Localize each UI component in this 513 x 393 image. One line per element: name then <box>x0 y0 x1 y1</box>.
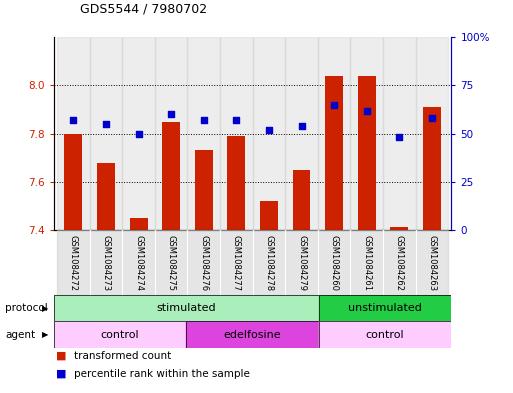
Text: GSM1084273: GSM1084273 <box>102 235 110 291</box>
Bar <box>227 136 245 230</box>
Text: GSM1084262: GSM1084262 <box>395 235 404 291</box>
Bar <box>57 37 90 230</box>
Bar <box>97 163 115 230</box>
Bar <box>252 230 285 295</box>
Bar <box>90 230 122 295</box>
Text: GSM1084261: GSM1084261 <box>362 235 371 291</box>
Bar <box>122 230 155 295</box>
Bar <box>319 295 451 321</box>
Bar <box>319 321 451 348</box>
Bar <box>350 230 383 295</box>
Point <box>167 111 175 118</box>
Bar <box>57 230 90 295</box>
Point <box>428 115 436 121</box>
Bar <box>130 218 148 230</box>
Bar <box>383 230 416 295</box>
Point <box>102 121 110 127</box>
Point <box>232 117 241 123</box>
Bar <box>155 37 187 230</box>
Point <box>395 134 403 141</box>
Text: control: control <box>366 330 404 340</box>
Text: unstimulated: unstimulated <box>348 303 422 313</box>
Bar <box>187 230 220 295</box>
Bar <box>325 76 343 230</box>
Bar <box>122 37 155 230</box>
Point <box>265 127 273 133</box>
Bar <box>319 295 451 321</box>
Bar <box>383 37 416 230</box>
Text: agent: agent <box>5 330 35 340</box>
Bar <box>54 295 319 321</box>
Text: GSM1084260: GSM1084260 <box>330 235 339 291</box>
Text: GDS5544 / 7980702: GDS5544 / 7980702 <box>80 3 207 16</box>
Text: stimulated: stimulated <box>156 303 216 313</box>
Bar <box>90 37 122 230</box>
Bar <box>318 37 350 230</box>
Bar <box>186 321 319 348</box>
Text: control: control <box>101 330 140 340</box>
Text: GSM1084263: GSM1084263 <box>427 235 437 291</box>
Point <box>200 117 208 123</box>
Bar <box>390 228 408 230</box>
Bar <box>318 230 350 295</box>
Point <box>134 130 143 137</box>
Bar <box>162 121 180 230</box>
Text: transformed count: transformed count <box>74 351 172 361</box>
Bar <box>187 37 220 230</box>
Bar <box>54 321 186 348</box>
Text: percentile rank within the sample: percentile rank within the sample <box>74 369 250 379</box>
Bar <box>416 230 448 295</box>
Point <box>298 123 306 129</box>
Point <box>363 107 371 114</box>
Text: GSM1084272: GSM1084272 <box>69 235 78 291</box>
Bar <box>220 37 252 230</box>
Text: GSM1084276: GSM1084276 <box>199 235 208 291</box>
Bar <box>195 151 213 230</box>
Text: ■: ■ <box>56 351 67 361</box>
Text: ■: ■ <box>56 369 67 379</box>
Bar <box>285 230 318 295</box>
Bar <box>423 107 441 230</box>
Text: GSM1084277: GSM1084277 <box>232 235 241 291</box>
Bar <box>260 201 278 230</box>
Text: protocol: protocol <box>5 303 48 313</box>
Text: GSM1084278: GSM1084278 <box>264 235 273 291</box>
Bar <box>186 321 319 348</box>
Text: ▶: ▶ <box>42 331 49 339</box>
Bar <box>155 230 187 295</box>
Bar <box>416 37 448 230</box>
Bar <box>252 37 285 230</box>
Bar <box>285 37 318 230</box>
Bar <box>319 321 451 348</box>
Bar <box>220 230 252 295</box>
Point <box>330 101 338 108</box>
Text: GSM1084274: GSM1084274 <box>134 235 143 291</box>
Bar <box>54 295 319 321</box>
Bar <box>54 321 186 348</box>
Bar <box>350 37 383 230</box>
Point <box>69 117 77 123</box>
Bar <box>358 76 376 230</box>
Bar <box>292 170 310 230</box>
Text: GSM1084275: GSM1084275 <box>167 235 175 291</box>
Text: GSM1084279: GSM1084279 <box>297 235 306 291</box>
Text: ▶: ▶ <box>42 304 49 312</box>
Bar <box>65 134 83 230</box>
Text: edelfosine: edelfosine <box>224 330 282 340</box>
